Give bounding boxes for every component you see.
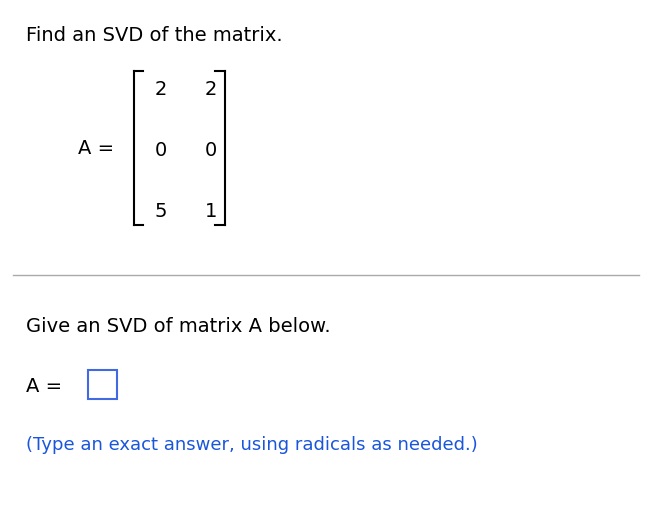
Text: 2: 2 <box>155 80 167 99</box>
Text: 1: 1 <box>205 202 216 221</box>
Text: A =: A = <box>26 377 62 396</box>
Text: A =: A = <box>78 139 114 158</box>
Text: (Type an exact answer, using radicals as needed.): (Type an exact answer, using radicals as… <box>26 436 478 454</box>
Text: 0: 0 <box>155 141 167 160</box>
Text: 2: 2 <box>205 80 216 99</box>
Text: Give an SVD of matrix A below.: Give an SVD of matrix A below. <box>26 317 331 336</box>
Text: Find an SVD of the matrix.: Find an SVD of the matrix. <box>26 26 283 45</box>
Text: 0: 0 <box>205 141 216 160</box>
Text: 5: 5 <box>155 202 168 221</box>
FancyBboxPatch shape <box>88 370 117 399</box>
